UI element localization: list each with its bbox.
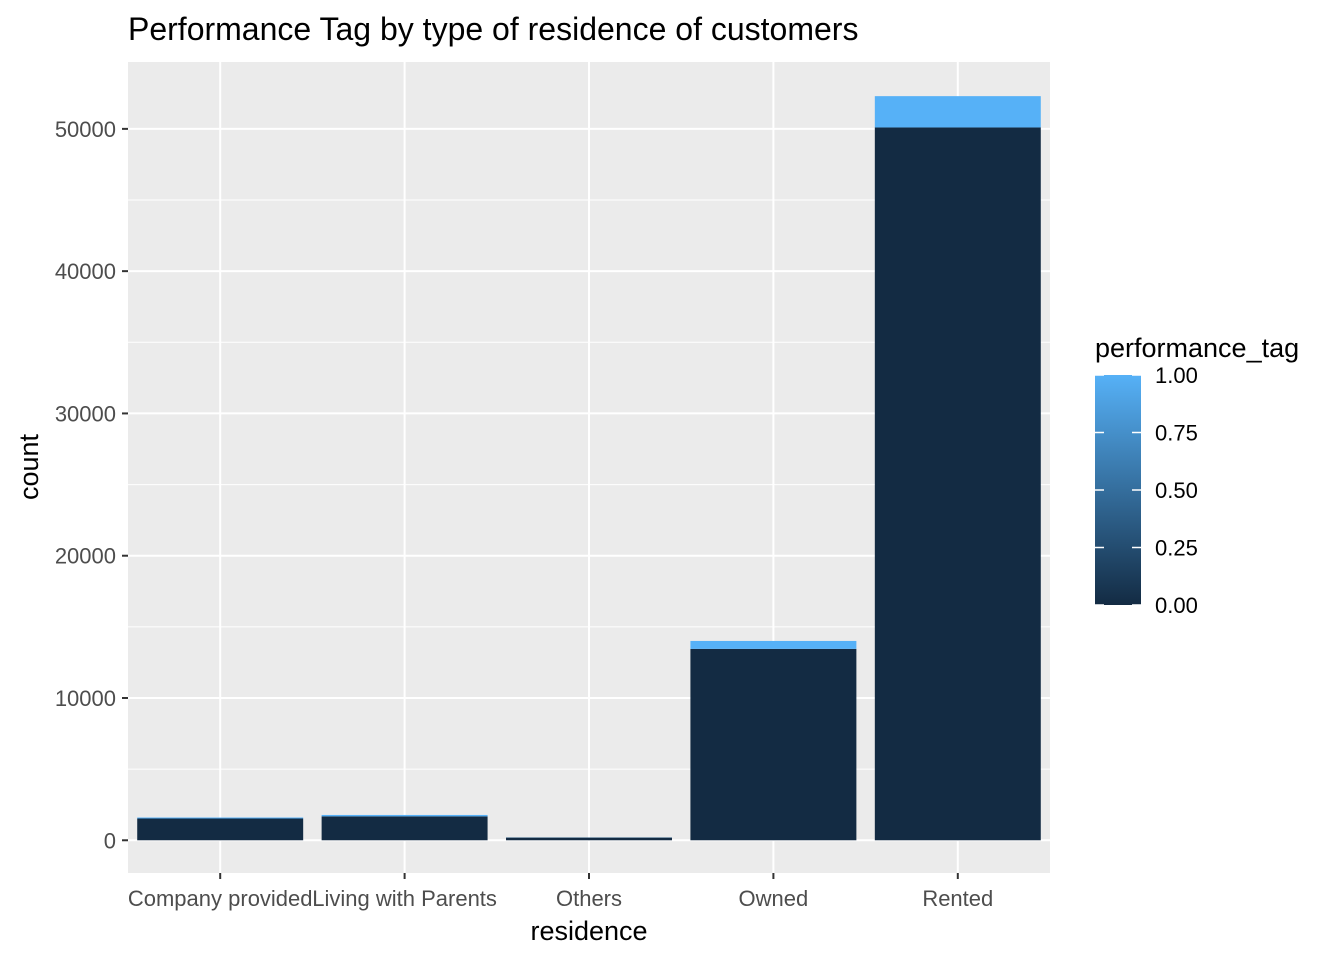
y-tick-label: 50000 (55, 117, 116, 142)
x-axis-title: residence (530, 916, 647, 946)
x-tick-label: Living with Parents (312, 886, 497, 911)
y-axis-title: count (14, 433, 44, 500)
legend-tick-label: 0.00 (1155, 593, 1198, 618)
x-tick-label: Owned (739, 886, 809, 911)
y-tick-label: 0 (104, 828, 116, 853)
y-tick-label: 10000 (55, 686, 116, 711)
legend-ticks: 1.00 0.75 0.50 0.25 0.00 (1095, 363, 1198, 618)
x-tick-label: Company provided (128, 886, 313, 911)
bar-tag-0 (321, 816, 488, 841)
y-tick-label: 30000 (55, 401, 116, 426)
bar-tag-0 (506, 837, 672, 841)
bars (137, 96, 1041, 841)
bar-tag-1 (874, 96, 1041, 128)
x-axis-ticks: Company provided Living with Parents Other… (128, 873, 993, 911)
bar-tag-1 (137, 817, 304, 819)
legend-tick-label: 0.75 (1155, 421, 1198, 446)
x-tick-label: Others (556, 886, 622, 911)
legend: performance_tag 1.00 0.75 0.50 0.25 0.00 (1095, 333, 1299, 618)
y-tick-label: 20000 (55, 544, 116, 569)
legend-tick-label: 0.25 (1155, 536, 1198, 561)
bar-tag-1 (321, 814, 488, 817)
bar-tag-0 (690, 648, 857, 841)
y-tick-label: 40000 (55, 259, 116, 284)
bar-tag-0 (874, 127, 1041, 841)
chart-title: Performance Tag by type of residence of … (128, 11, 858, 47)
legend-tick-label: 1.00 (1155, 363, 1198, 388)
bar-tag-1 (690, 640, 857, 649)
y-axis-ticks: 0 10000 20000 30000 40000 50000 (55, 117, 128, 853)
bar-tag-0 (137, 818, 304, 841)
legend-tick-label: 0.50 (1155, 478, 1198, 503)
legend-title: performance_tag (1095, 333, 1299, 363)
x-tick-label: Rented (922, 886, 993, 911)
